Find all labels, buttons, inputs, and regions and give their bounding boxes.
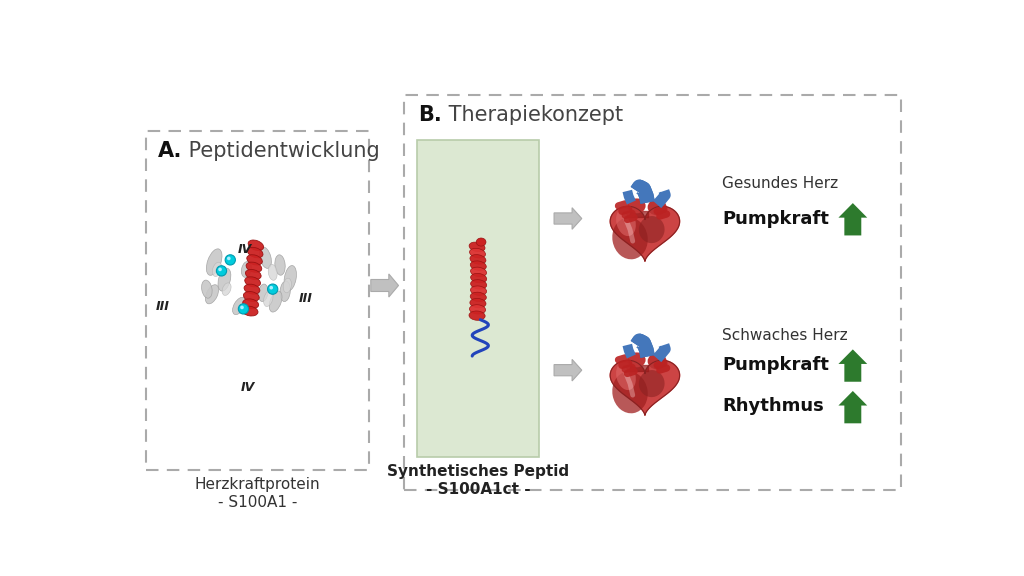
Circle shape [216,266,226,276]
Ellipse shape [246,270,261,279]
Ellipse shape [469,305,485,314]
Polygon shape [554,208,582,229]
Circle shape [218,268,222,271]
Ellipse shape [242,262,251,277]
Ellipse shape [470,255,486,264]
Ellipse shape [246,262,262,272]
Bar [417,140,539,457]
Bar [403,95,900,490]
Polygon shape [839,391,867,423]
Polygon shape [610,206,680,261]
Text: Peptidentwicklung: Peptidentwicklung [182,141,380,161]
Text: Gesundes Herz: Gesundes Herz [722,176,838,191]
Ellipse shape [248,240,263,251]
Ellipse shape [284,278,292,293]
Ellipse shape [244,284,260,294]
Text: Pumpkraft: Pumpkraft [722,356,828,374]
Ellipse shape [222,283,231,295]
Ellipse shape [612,218,648,259]
Ellipse shape [639,370,665,397]
Ellipse shape [274,255,286,275]
Ellipse shape [628,353,645,367]
Polygon shape [839,350,867,382]
Text: IV: IV [238,243,252,256]
Text: Rhythmus: Rhythmus [722,397,823,415]
Ellipse shape [471,280,486,289]
Text: Herzkraftprotein: Herzkraftprotein [195,477,321,492]
Ellipse shape [258,284,268,301]
Text: Synthetisches Peptid: Synthetisches Peptid [387,464,569,479]
Polygon shape [554,359,582,381]
Bar [146,131,370,470]
Ellipse shape [471,274,486,283]
Ellipse shape [647,353,667,369]
Ellipse shape [612,372,648,414]
Ellipse shape [245,277,260,287]
Ellipse shape [470,298,486,308]
Ellipse shape [206,285,218,304]
Ellipse shape [259,247,271,268]
Ellipse shape [244,291,259,301]
Text: - S100A1ct -: - S100A1ct - [426,482,530,497]
Text: IV: IV [241,381,255,395]
Polygon shape [610,361,680,415]
Ellipse shape [248,247,263,258]
Ellipse shape [470,267,486,276]
Circle shape [239,304,249,314]
Text: III: III [299,292,313,305]
Ellipse shape [268,264,278,281]
Ellipse shape [470,292,486,302]
Circle shape [241,306,244,309]
Ellipse shape [247,255,262,265]
Ellipse shape [469,242,485,252]
Ellipse shape [616,362,636,390]
Polygon shape [839,203,867,236]
Polygon shape [371,274,398,297]
Ellipse shape [207,249,222,275]
Ellipse shape [280,281,291,302]
Text: A.: A. [158,141,182,161]
Ellipse shape [242,306,258,316]
Ellipse shape [263,291,273,306]
Ellipse shape [639,216,665,243]
Ellipse shape [628,198,645,213]
Ellipse shape [284,266,296,291]
Text: Schwaches Herz: Schwaches Herz [722,328,848,343]
Text: Therapiekonzept: Therapiekonzept [442,104,624,124]
Ellipse shape [470,261,486,271]
Ellipse shape [243,299,259,309]
Circle shape [225,255,236,265]
Ellipse shape [469,311,485,320]
Ellipse shape [232,297,246,314]
Text: - S100A1 -: - S100A1 - [218,495,297,510]
Ellipse shape [269,291,282,312]
Ellipse shape [212,262,222,276]
Ellipse shape [616,208,636,236]
Ellipse shape [476,238,486,246]
Text: B.: B. [418,104,441,124]
Ellipse shape [470,248,485,258]
Circle shape [227,256,230,260]
Ellipse shape [202,280,212,298]
Ellipse shape [647,199,667,215]
Ellipse shape [470,286,486,295]
Circle shape [269,286,273,290]
Text: III: III [156,300,170,313]
Circle shape [267,284,278,294]
Ellipse shape [218,268,230,291]
Text: Pumpkraft: Pumpkraft [722,210,828,228]
